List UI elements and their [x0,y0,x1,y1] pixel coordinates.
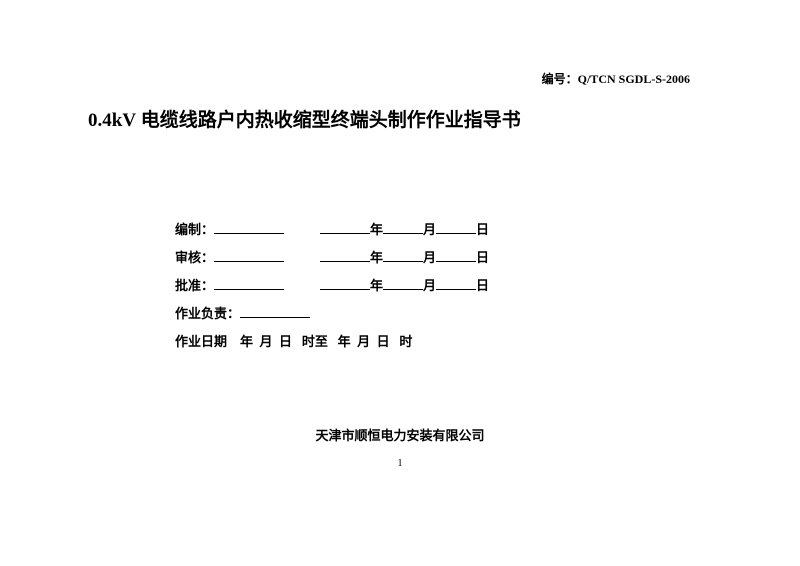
day-label: 日 [279,334,292,349]
month-label: 月 [260,334,273,349]
review-month-blank [383,249,423,262]
page-number: 1 [80,458,720,469]
month-label: 月 [423,222,436,237]
review-row: 审核： 年 月 日 [175,245,720,271]
month-label: 月 [423,278,436,293]
approve-year-blank [320,277,370,290]
signature-block: 编制：年月日 审核：年月日 批准：年月日 作业负责： 作业日期 年 月 日 时至… [80,217,720,355]
company-name: 天津市顺恒电力安装有限公司 [80,425,720,444]
title-voltage: 0.4kV [88,110,136,131]
document-title: 0.4kV 电缆线路户内热收缩型终端头制作作业指导书 [80,105,720,132]
date-label: 作业日期 [175,334,227,349]
approve-month-blank [383,277,423,290]
work-date-row: 作业日期 年 月 日 时至 年 月 日 时 [175,329,720,355]
compile-row: 编制： 年 月 日 [175,217,720,243]
owner-row: 作业负责： [175,301,720,327]
month-label: 月 [357,334,370,349]
review-name-blank [214,249,284,262]
compile-day-blank [436,221,476,234]
review-day-blank [436,249,476,262]
approve-day-blank [436,277,476,290]
year-label: 年 [370,250,383,265]
hour-label: 时 [399,334,412,349]
compile-month-blank [383,221,423,234]
year-label: 年 [338,334,351,349]
compile-label: 编制： [175,222,214,237]
page-container: 编号：Q/TCN SGDL-S-2006 0.4kV 电缆线路户内热收缩型终端头… [0,0,800,489]
approve-label: 批准： [175,278,214,293]
day-label: 日 [377,334,390,349]
year-label: 年 [240,334,253,349]
year-label: 年 [370,222,383,237]
compile-year-blank [320,221,370,234]
review-year-blank [320,249,370,262]
document-number: 编号：Q/TCN SGDL-S-2006 [80,70,720,87]
title-text: 电缆线路户内热收缩型终端头制作作业指导书 [136,110,521,131]
year-label: 年 [370,278,383,293]
approve-row: 批准： 年 月 日 [175,273,720,299]
review-label: 审核： [175,250,214,265]
owner-label: 作业负责： [175,306,240,321]
day-label: 日 [476,222,489,237]
compile-name-blank [214,221,284,234]
day-label: 日 [476,250,489,265]
month-label: 月 [423,250,436,265]
to-label: 时至 [302,334,328,349]
owner-name-blank [240,305,310,318]
approve-name-blank [214,277,284,290]
day-label: 日 [476,278,489,293]
